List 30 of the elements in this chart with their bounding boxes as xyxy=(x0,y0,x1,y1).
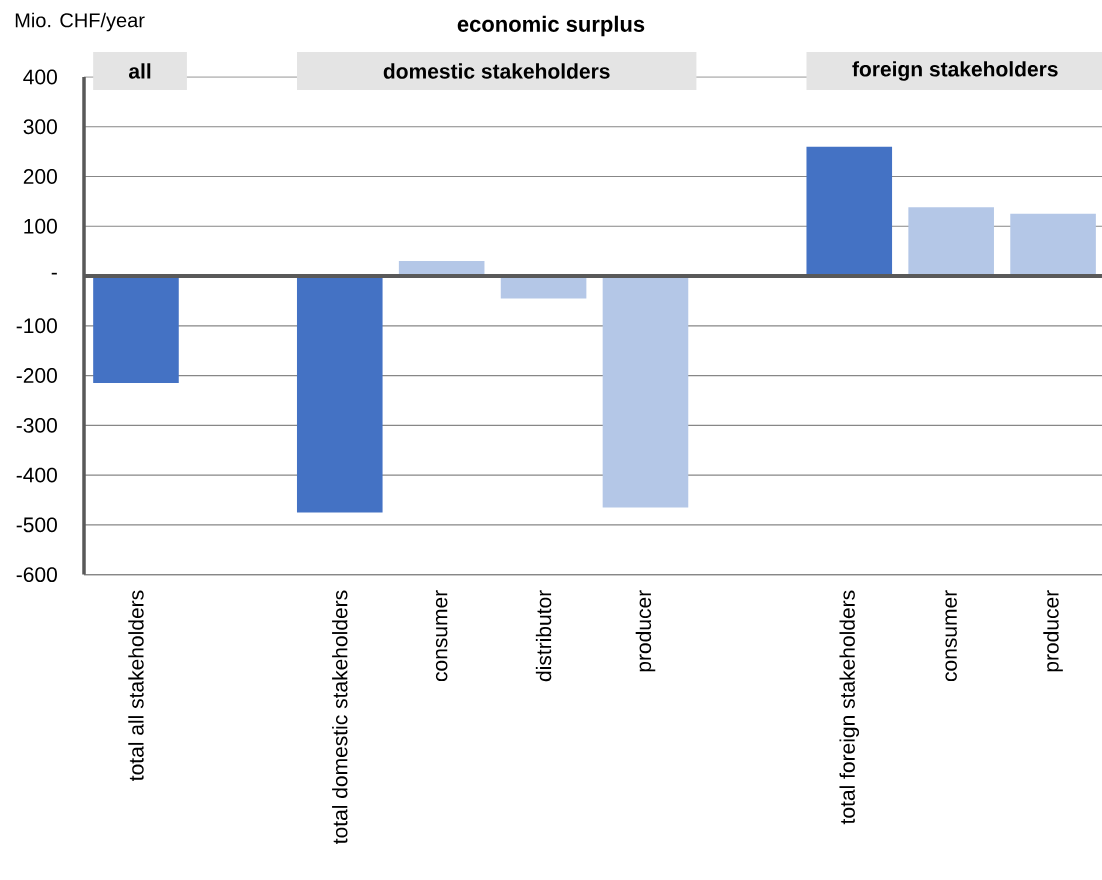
y-tick-label: -500 xyxy=(16,517,57,533)
x-tick-label: total all stakeholders xyxy=(128,590,144,781)
y-tick-label: -100 xyxy=(16,318,57,334)
y-tick-label: -600 xyxy=(16,567,57,583)
annotation: domestic stakeholders xyxy=(383,63,610,79)
x-tick-label: distributor xyxy=(535,590,552,682)
bar xyxy=(1010,213,1096,277)
annotation: foreign stakeholders xyxy=(852,61,1058,81)
y-tick-label: -300 xyxy=(16,417,57,433)
y-tick-label: 400 xyxy=(23,69,57,85)
y-tick-label: 100 xyxy=(24,218,57,234)
x-tick-label: producer xyxy=(635,590,656,672)
annotation: all xyxy=(128,63,151,79)
x-tick-label: producer xyxy=(1043,590,1063,672)
y-tick-label: -400 xyxy=(16,467,57,483)
x-tick-label: total foreign stakeholders xyxy=(839,590,860,825)
bar xyxy=(908,207,994,277)
x-tick-label: consumer xyxy=(945,590,957,682)
chart-title: economic surplus xyxy=(457,15,645,37)
bar xyxy=(296,276,383,513)
y-tick-label: 200 xyxy=(23,169,57,184)
y-tick-label: - xyxy=(51,272,57,275)
bar xyxy=(93,276,179,384)
y-tick-label: 300 xyxy=(23,119,57,135)
x-tick-label: total domestic stakeholders xyxy=(332,590,348,844)
bar xyxy=(602,276,689,508)
y-tick-label: -200 xyxy=(16,368,57,383)
y-axis-title: Mio. CHF/year xyxy=(15,12,145,32)
bar xyxy=(806,146,893,277)
x-tick-label: consumer xyxy=(435,590,448,682)
